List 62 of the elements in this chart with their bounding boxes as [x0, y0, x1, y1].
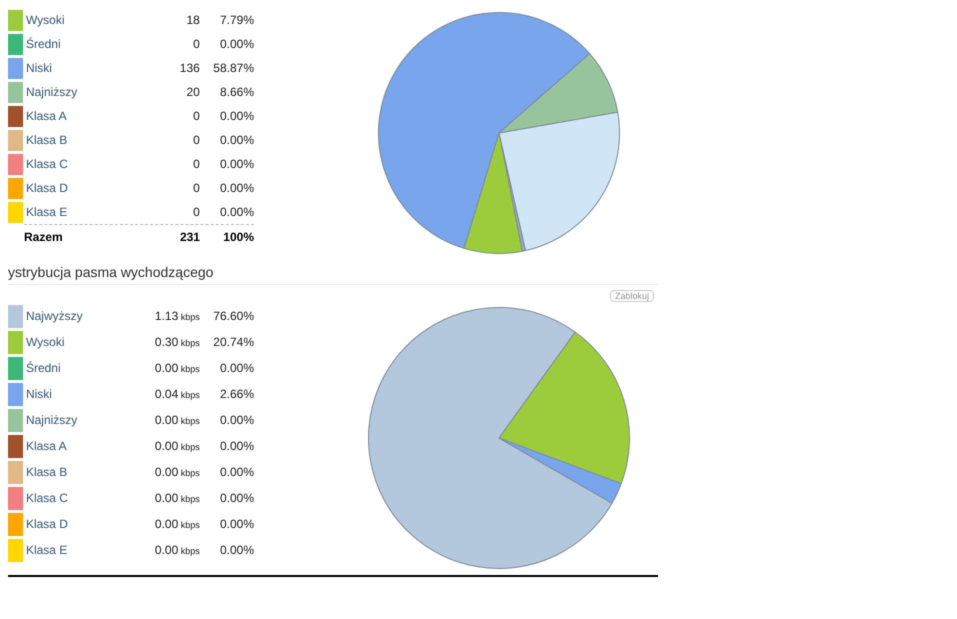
text: 0 — [192, 37, 200, 51]
text: 0.00 kbps — [154, 361, 200, 375]
legend-label: Klasa C — [24, 491, 69, 505]
legend-label: Niski — [24, 61, 53, 75]
text: 0.00% — [220, 413, 254, 427]
text: 20 — [185, 85, 200, 99]
text: 0.00% — [220, 133, 254, 147]
legend-label: Klasa E — [24, 205, 68, 219]
legend-label: Wysoki — [24, 335, 66, 349]
text: 0.00% — [220, 543, 254, 557]
legend-label: Klasa D — [24, 181, 69, 195]
legend-label: Klasa D — [24, 517, 69, 531]
legend-label: Niski — [24, 387, 53, 401]
text: 0.04 kbps — [154, 387, 200, 401]
text: 0 — [192, 157, 200, 171]
text: 100% — [222, 230, 254, 244]
text: 0 — [192, 133, 200, 147]
text: 0.00% — [220, 37, 254, 51]
legend-label: Klasa B — [24, 133, 68, 147]
legend-label: Średni — [24, 361, 62, 375]
legend-label: Klasa C — [24, 157, 69, 171]
text: 0 — [192, 205, 200, 219]
text: 0 — [192, 109, 200, 123]
data-label: 8.66% — [218, 85, 254, 99]
text: 0.00% — [220, 109, 254, 123]
legend-label: Najniższy — [24, 85, 78, 99]
data-label: 7.79% — [218, 13, 254, 27]
text: 136 — [178, 61, 200, 75]
text: 0.00 kbps — [154, 491, 200, 505]
text: 0.00 kbps — [154, 543, 200, 557]
legend-label: Klasa E — [24, 543, 68, 557]
text: 0.00 kbps — [154, 439, 200, 453]
text: 0.00% — [220, 361, 254, 375]
legend-label: Najwyższy — [24, 309, 84, 323]
data-label: 76.60% — [212, 309, 254, 323]
legend-label: Wysoki — [24, 13, 66, 27]
legend-label: Klasa B — [24, 465, 68, 479]
legend-label: Klasa A — [24, 109, 68, 123]
text: 231 — [178, 230, 200, 244]
text: 0.00 kbps — [154, 465, 200, 479]
text: 18 — [185, 13, 200, 27]
text: Razem — [24, 230, 64, 244]
text: 0.00% — [220, 205, 254, 219]
text: 0.00% — [220, 517, 254, 531]
data-label: 20.74% — [212, 335, 254, 349]
data-label: 2.66% — [218, 387, 254, 401]
legend-label: Najniższy — [24, 413, 78, 427]
text: 0 — [192, 181, 200, 195]
text: Zablokuj — [610, 290, 654, 302]
data-label: 58.87% — [212, 61, 254, 75]
text: 0.00 kbps — [154, 413, 200, 427]
text: 0.00% — [220, 439, 254, 453]
legend-label: Średni — [24, 37, 62, 51]
text: 0.00% — [220, 181, 254, 195]
text: 0.00% — [220, 465, 254, 479]
text: 0.00% — [220, 157, 254, 171]
chart-title: ystrybucja pasma wychodzącego — [8, 258, 658, 285]
text: 1.13 kbps — [154, 309, 200, 323]
text: 0.00 kbps — [154, 517, 200, 531]
text: 0.00% — [220, 491, 254, 505]
legend-label: Klasa A — [24, 439, 68, 453]
text: 0.30 kbps — [154, 335, 200, 349]
